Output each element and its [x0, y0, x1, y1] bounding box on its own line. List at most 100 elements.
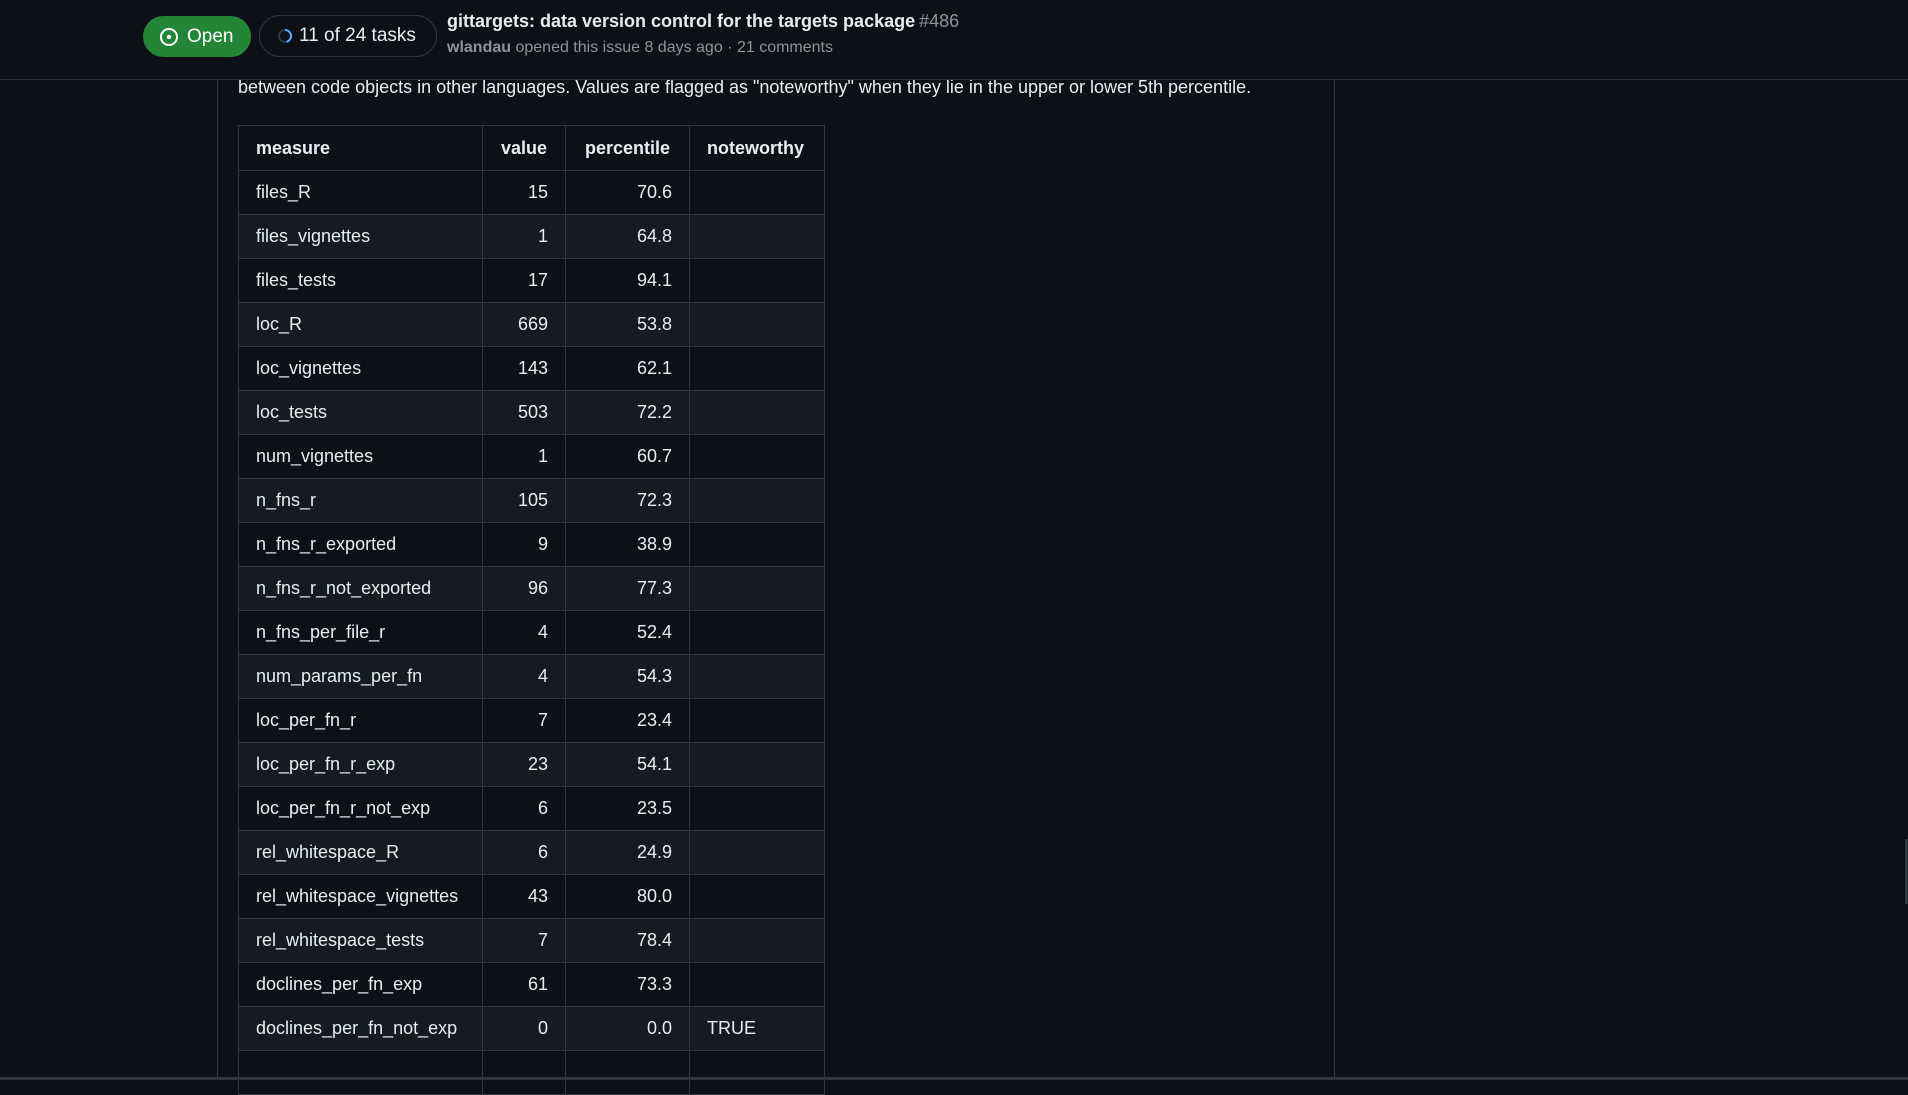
cell-noteworthy [689, 874, 825, 919]
issue-opened-icon [159, 27, 179, 47]
cell-value: 6 [482, 786, 566, 831]
cell-noteworthy [689, 1050, 825, 1095]
cell-value: 0 [482, 1006, 566, 1051]
cell-value: 4 [482, 610, 566, 655]
table-row: loc_per_fn_r_exp 23 54.1 [238, 742, 825, 787]
issue-number: #486 [919, 11, 960, 31]
table-row: files_tests 17 94.1 [238, 258, 825, 303]
table-row: loc_vignettes 143 62.1 [238, 346, 825, 391]
table-header-row: measure value percentile noteworthy [238, 125, 825, 171]
cell-measure: num_vignettes [238, 434, 483, 479]
task-progress-pill[interactable]: 11 of 24 tasks [259, 15, 437, 57]
cell-measure: rel_whitespace_tests [238, 918, 483, 963]
cell-value: 143 [482, 346, 566, 391]
cell-value [482, 1050, 566, 1095]
table-row: n_fns_per_file_r 4 52.4 [238, 610, 825, 655]
table-row: n_fns_r_not_exported 96 77.3 [238, 566, 825, 611]
cell-percentile: 80.0 [565, 874, 690, 919]
cell-noteworthy [689, 170, 825, 215]
cell-percentile: 23.4 [565, 698, 690, 743]
cell-measure [238, 1050, 483, 1095]
table-row: n_fns_r 105 72.3 [238, 478, 825, 523]
cell-value: 43 [482, 874, 566, 919]
cell-measure: loc_tests [238, 390, 483, 435]
cell-value: 669 [482, 302, 566, 347]
issue-title-text: gittargets: data version control for the… [447, 11, 916, 31]
cell-percentile: 72.2 [565, 390, 690, 435]
cell-measure: n_fns_r [238, 478, 483, 523]
cell-measure: files_vignettes [238, 214, 483, 259]
cell-noteworthy [689, 302, 825, 347]
column-header-percentile: percentile [565, 125, 690, 171]
cell-measure: files_tests [238, 258, 483, 303]
table-row: n_fns_r_exported 9 38.9 [238, 522, 825, 567]
cell-percentile: 0.0 [565, 1006, 690, 1051]
cell-noteworthy [689, 258, 825, 303]
cell-percentile: 70.6 [565, 170, 690, 215]
cell-measure: loc_per_fn_r_exp [238, 742, 483, 787]
issue-meta: wlandau opened this issue 8 days ago · 2… [447, 39, 833, 57]
cell-measure: rel_whitespace_R [238, 830, 483, 875]
cell-percentile: 60.7 [565, 434, 690, 479]
cell-value: 4 [482, 654, 566, 699]
cell-percentile: 52.4 [565, 610, 690, 655]
cell-measure: num_params_per_fn [238, 654, 483, 699]
cell-noteworthy [689, 566, 825, 611]
cell-noteworthy [689, 654, 825, 699]
cell-noteworthy [689, 434, 825, 479]
cell-value: 6 [482, 830, 566, 875]
issue-title[interactable]: gittargets: data version control for the… [447, 11, 959, 32]
sticky-issue-header: Open 11 of 24 tasks gittargets: data ver… [0, 0, 1908, 80]
cell-noteworthy [689, 698, 825, 743]
cell-percentile: 77.3 [565, 566, 690, 611]
cell-value: 1 [482, 434, 566, 479]
table-row: loc_per_fn_r 7 23.4 [238, 698, 825, 743]
cell-value: 17 [482, 258, 566, 303]
cell-value: 61 [482, 962, 566, 1007]
column-header-measure: measure [238, 125, 483, 171]
column-header-value: value [482, 125, 566, 171]
table-body: files_R 15 70.6 files_vignettes 1 64.8 files_t… [238, 170, 825, 1095]
cell-percentile: 78.4 [565, 918, 690, 963]
cell-noteworthy [689, 830, 825, 875]
cell-value: 7 [482, 918, 566, 963]
cell-value: 105 [482, 478, 566, 523]
cell-value: 503 [482, 390, 566, 435]
column-header-noteworthy: noteworthy [689, 125, 825, 171]
cell-noteworthy [689, 478, 825, 523]
table-row: num_vignettes 1 60.7 [238, 434, 825, 479]
issue-author-link[interactable]: wlandau [447, 39, 512, 56]
cell-measure: doclines_per_fn_exp [238, 962, 483, 1007]
cell-percentile: 72.3 [565, 478, 690, 523]
scrollbar-thumb[interactable] [1905, 839, 1908, 904]
cell-percentile: 94.1 [565, 258, 690, 303]
table-row: num_params_per_fn 4 54.3 [238, 654, 825, 699]
cell-measure: doclines_per_fn_not_exp [238, 1006, 483, 1051]
table-row: rel_whitespace_tests 7 78.4 [238, 918, 825, 963]
cell-noteworthy [689, 522, 825, 567]
cell-value: 9 [482, 522, 566, 567]
cell-percentile: 38.9 [565, 522, 690, 567]
metrics-table: measure value percentile noteworthy file… [238, 125, 825, 1095]
table-row: rel_whitespace_R 6 24.9 [238, 830, 825, 875]
cell-noteworthy [689, 962, 825, 1007]
comment-paragraph: between code objects in other languages.… [238, 77, 1252, 97]
issue-state-label: Open [187, 25, 234, 47]
cell-noteworthy: TRUE [689, 1006, 825, 1051]
issue-meta-text: opened this issue 8 days ago · 21 commen… [515, 39, 833, 56]
cell-noteworthy [689, 742, 825, 787]
cell-percentile: 54.1 [565, 742, 690, 787]
table-row: loc_per_fn_r_not_exp 6 23.5 [238, 786, 825, 831]
cell-value: 15 [482, 170, 566, 215]
table-row: rel_whitespace_vignettes 43 80.0 [238, 874, 825, 919]
cell-percentile: 62.1 [565, 346, 690, 391]
progress-circle-icon [277, 28, 293, 44]
cell-measure: rel_whitespace_vignettes [238, 874, 483, 919]
viewport-bottom-edge [0, 1077, 1908, 1080]
cell-noteworthy [689, 214, 825, 259]
cell-measure: loc_per_fn_r [238, 698, 483, 743]
issue-state-badge: Open [143, 16, 252, 57]
table-row: loc_tests 503 72.2 [238, 390, 825, 435]
sidebar-divider [1334, 79, 1335, 1080]
table-row: doclines_per_fn_exp 61 73.3 [238, 962, 825, 1007]
